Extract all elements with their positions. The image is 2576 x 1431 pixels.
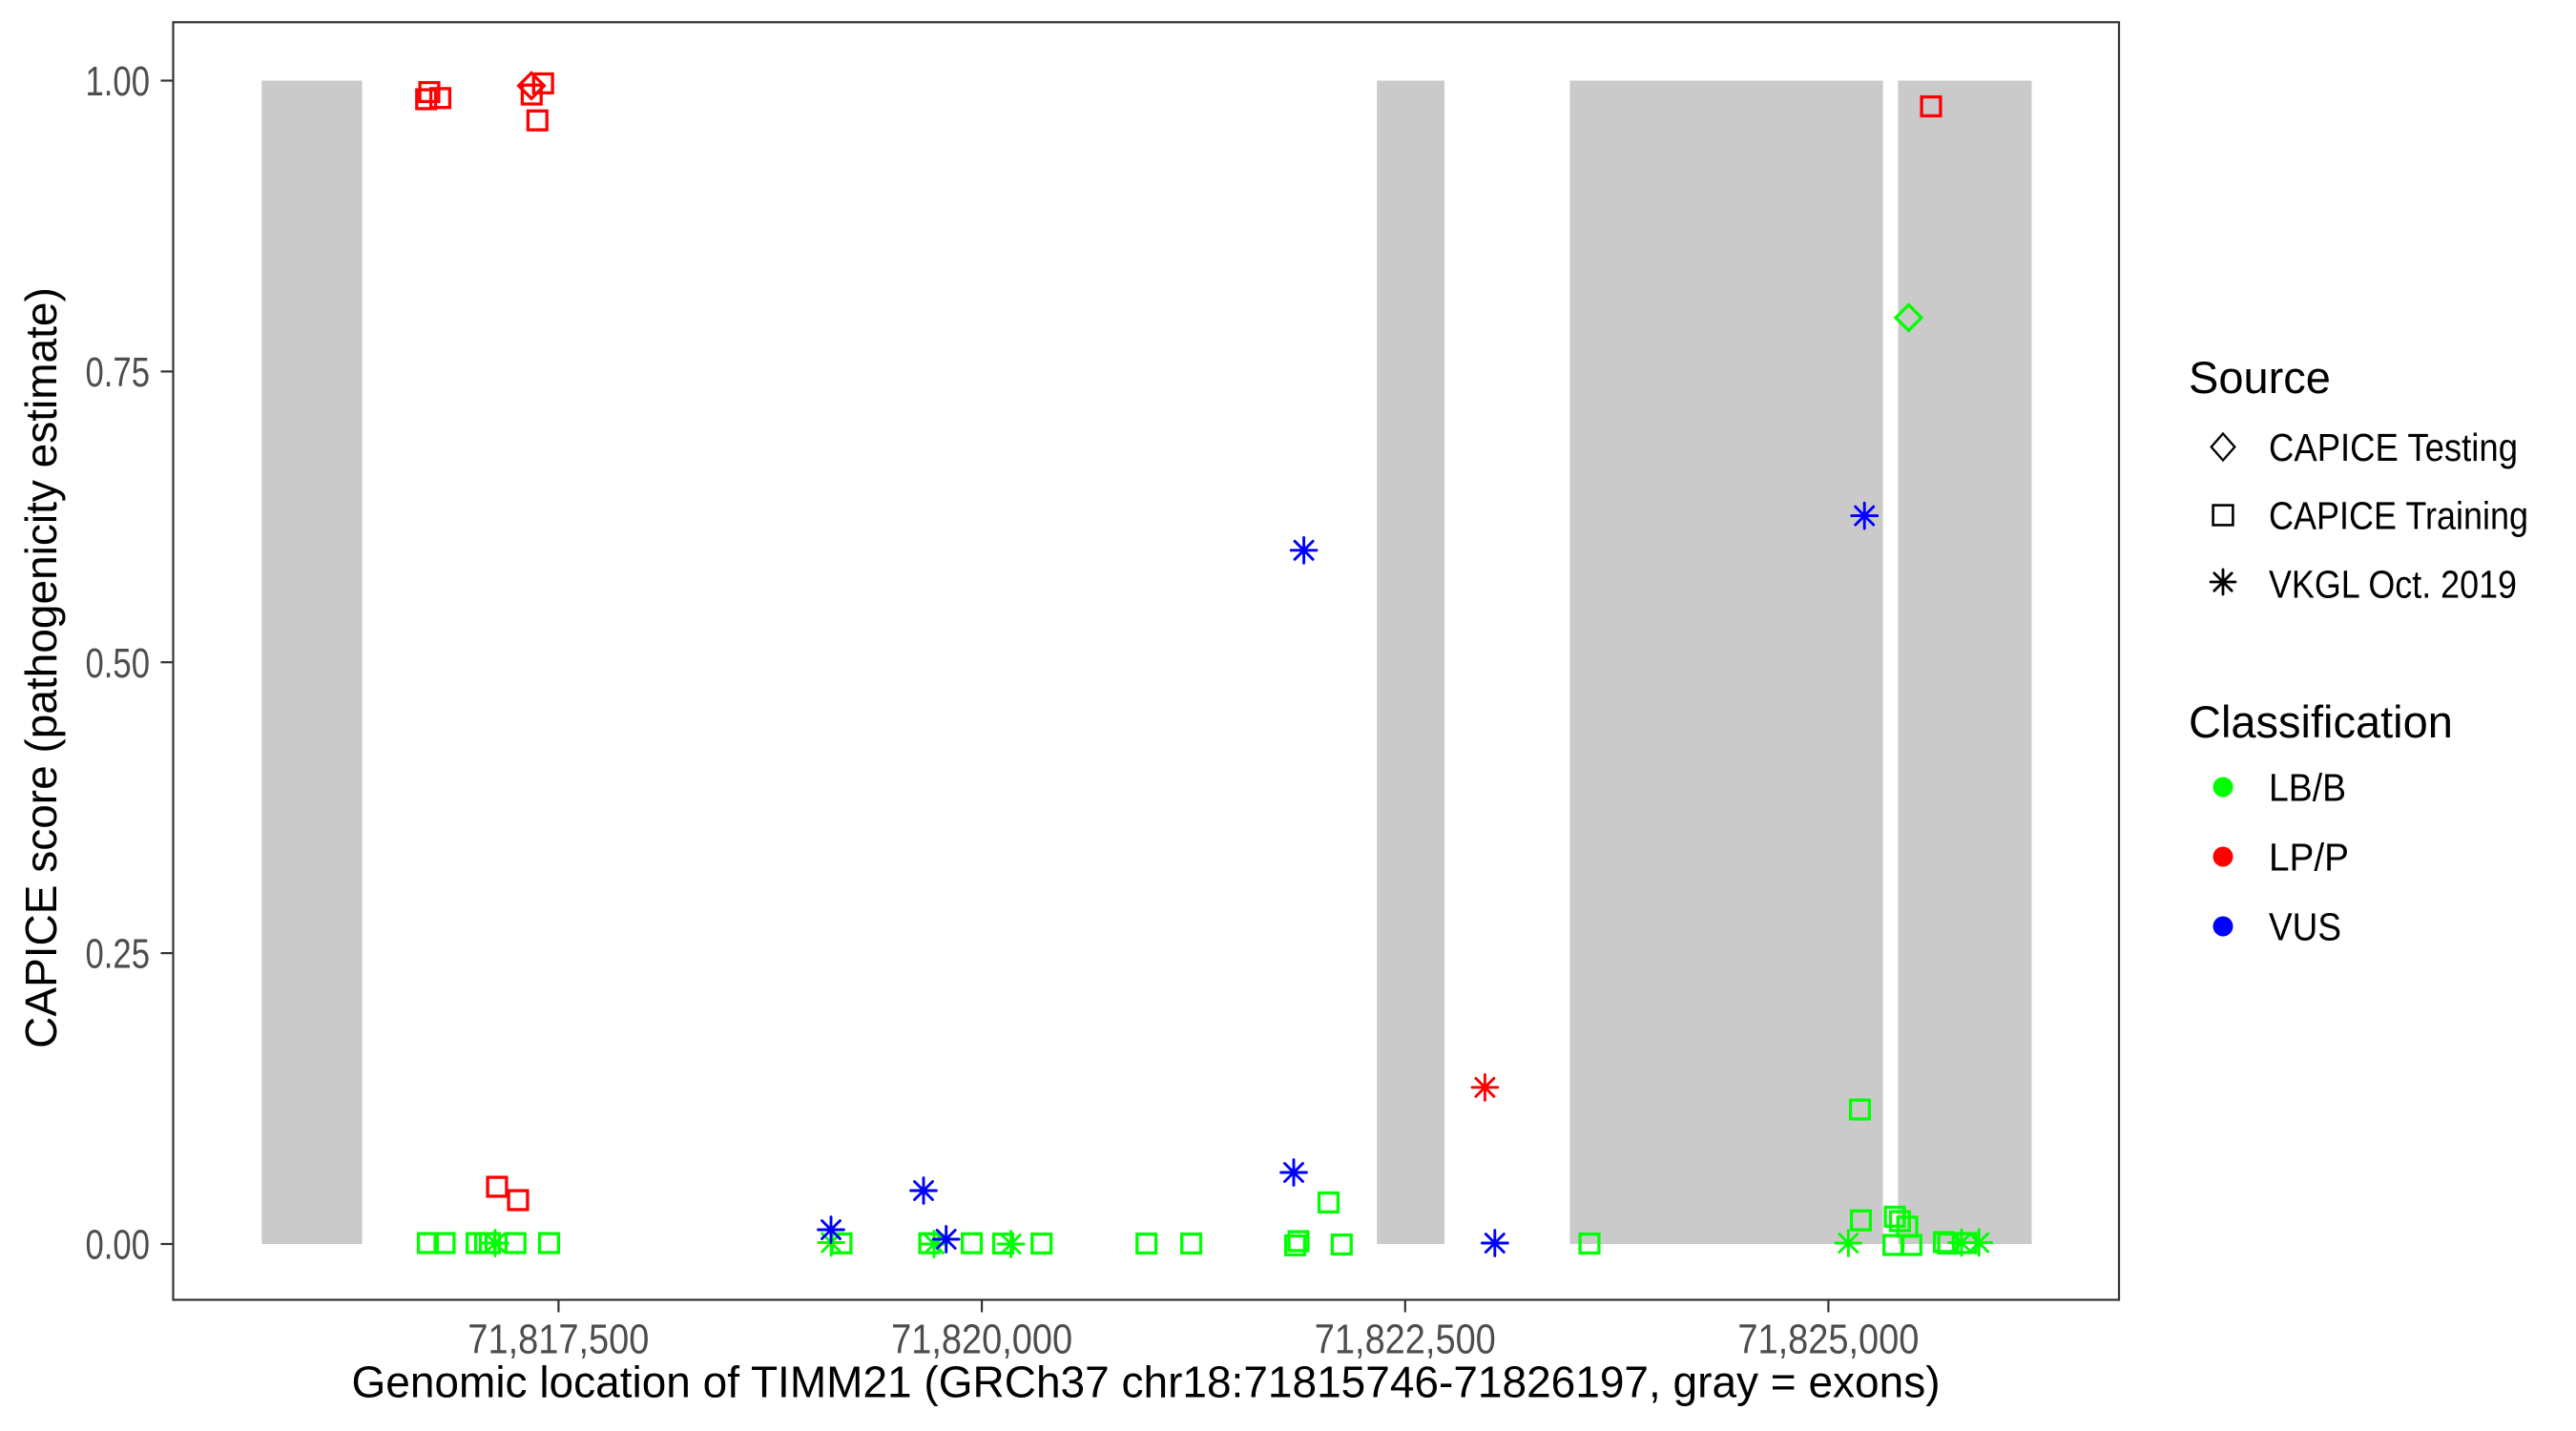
svg-text:VKGL Oct. 2019: VKGL Oct. 2019 [2269, 563, 2517, 607]
svg-text:CAPICE Training: CAPICE Training [2269, 494, 2528, 538]
svg-text:CAPICE Testing: CAPICE Testing [2269, 425, 2518, 469]
svg-text:Genomic location of TIMM21 (GR: Genomic location of TIMM21 (GRCh37 chr18… [351, 1358, 1940, 1407]
svg-text:0.00: 0.00 [86, 1222, 151, 1269]
svg-text:71,825,000: 71,825,000 [1737, 1317, 1919, 1363]
svg-text:71,822,500: 71,822,500 [1315, 1317, 1496, 1363]
svg-text:1.00: 1.00 [86, 58, 151, 105]
svg-text:Source: Source [2189, 352, 2331, 403]
svg-text:0.25: 0.25 [86, 931, 151, 978]
svg-text:71,817,500: 71,817,500 [467, 1317, 649, 1363]
svg-text:0.75: 0.75 [86, 349, 151, 396]
svg-text:Classification: Classification [2189, 696, 2453, 747]
svg-text:71,820,000: 71,820,000 [891, 1317, 1072, 1363]
svg-text:VUS: VUS [2269, 905, 2341, 949]
svg-text:0.50: 0.50 [86, 640, 151, 687]
svg-text:LP/P: LP/P [2269, 836, 2349, 880]
svg-text:LB/B: LB/B [2269, 766, 2346, 810]
svg-text:CAPICE score (pathogenicity es: CAPICE score (pathogenicity estimate) [16, 287, 66, 1048]
